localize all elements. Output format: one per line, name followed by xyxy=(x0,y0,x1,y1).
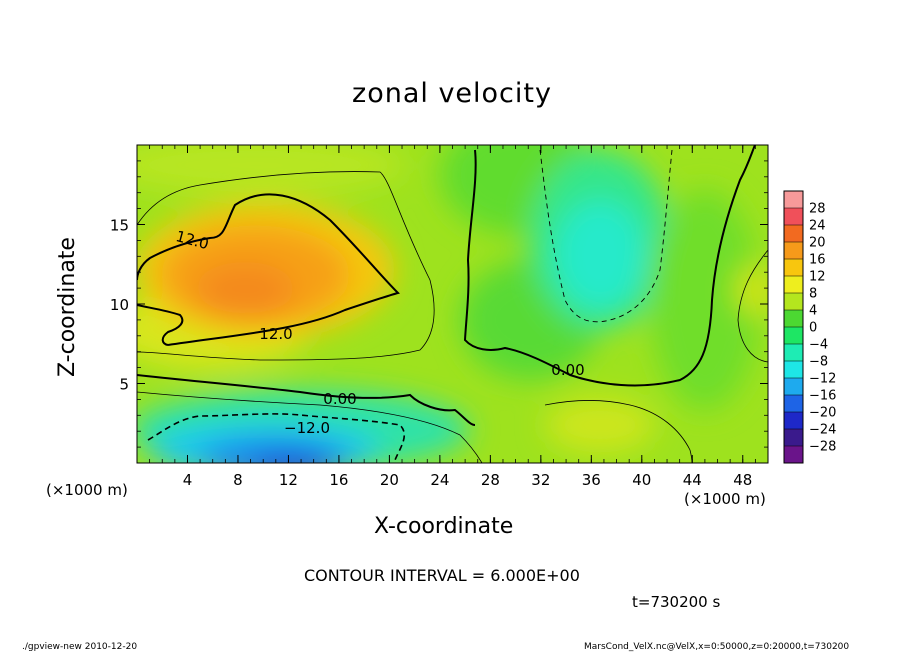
contour-thin-minus6 xyxy=(137,391,483,463)
contour-label: −12.0 xyxy=(284,419,330,437)
x-tick-label: 40 xyxy=(632,471,651,489)
colorbar-swatch xyxy=(784,310,803,328)
contour-thin-right-edge xyxy=(737,249,768,363)
contour-interval-note: CONTOUR INTERVAL = 6.000E+00 xyxy=(304,566,580,585)
field-patch xyxy=(650,190,760,410)
field-patch xyxy=(545,397,655,453)
y-tick-label: 10 xyxy=(110,296,129,314)
colorbar-level-label: 24 xyxy=(809,219,826,234)
field-patch xyxy=(735,265,768,315)
colorbar-swatch xyxy=(784,395,803,413)
colorbar-level-label: −12 xyxy=(809,372,836,387)
colorbar-swatch xyxy=(784,361,803,379)
colorbar-level-label: 16 xyxy=(809,253,826,268)
colorbar-level-label: 28 xyxy=(809,202,826,217)
colorbar: 28 24 20 16 12 8 4 0 −4 −8 −12 −16 −20 −24 −28 xyxy=(783,190,836,464)
colorbar-swatch xyxy=(784,208,803,226)
contour-positive-12 xyxy=(137,193,400,346)
colorbar-swatch xyxy=(784,242,803,260)
contour-label: 0.00 xyxy=(551,361,584,379)
contour-zero xyxy=(137,145,756,426)
contour-labels: 12.012.00.000.00−12.0 xyxy=(174,227,585,437)
colorbar-level-label: 12 xyxy=(809,270,826,285)
x-axis-ticks: 4 8 12 16 20 24 28 32 36 40 44 48 xyxy=(149,145,756,489)
field-patch xyxy=(555,200,645,310)
colorbar-level-label: 20 xyxy=(809,236,826,251)
colorbar-level-label: 8 xyxy=(809,287,817,302)
x-tick-label: 24 xyxy=(430,471,449,489)
y-tick-label: 5 xyxy=(119,376,129,394)
y-axis-ticks: 5 10 15 xyxy=(110,160,768,448)
contour-label: 0.00 xyxy=(323,390,356,408)
x-tick-label: 28 xyxy=(481,471,500,489)
colorbar-level-label: −24 xyxy=(809,423,836,438)
colorbar-level-label: 0 xyxy=(809,321,817,336)
footer-left-text: ./gpview-new 2010-12-20 xyxy=(22,642,138,652)
colorbar-level-label: −20 xyxy=(809,406,836,421)
velocity-field: 12.012.00.000.00−12.0 xyxy=(137,145,768,463)
colorbar-swatch xyxy=(784,259,803,277)
colorbar-level-label: −8 xyxy=(809,355,828,370)
x-unit-label-left: (×1000 m) xyxy=(46,481,128,499)
x-tick-label: 36 xyxy=(582,471,601,489)
colorbar-level-label: −28 xyxy=(809,440,836,455)
colorbar-swatch xyxy=(784,225,803,243)
colorbar-level-label: −4 xyxy=(809,338,828,353)
colorbar-swatch xyxy=(784,412,803,430)
colorbar-level-label: 4 xyxy=(809,304,817,319)
x-tick-label: 20 xyxy=(380,471,399,489)
colorbar-swatch xyxy=(784,344,803,362)
field-patch xyxy=(252,454,328,463)
colorbar-swatch xyxy=(784,276,803,294)
x-tick-label: 12 xyxy=(279,471,298,489)
contour-thin-6-bottom xyxy=(544,400,693,463)
colorbar-swatch xyxy=(784,293,803,311)
x-axis-label: X-coordinate xyxy=(374,514,514,539)
time-stamp: t=730200 s xyxy=(632,593,721,611)
contour-label: 12.0 xyxy=(259,325,292,343)
x-tick-label: 44 xyxy=(683,471,702,489)
contour-thin-6 xyxy=(137,171,435,361)
x-tick-label: 16 xyxy=(329,471,348,489)
colorbar-swatch xyxy=(784,191,803,209)
colorbar-swatch xyxy=(784,327,803,345)
field-patch xyxy=(195,262,295,318)
colorbar-swatch xyxy=(784,378,803,396)
contour-negative-12 xyxy=(147,413,405,461)
chart-title: zonal velocity xyxy=(352,78,552,109)
x-unit-label-right: (×1000 m) xyxy=(684,490,766,508)
x-tick-label: 32 xyxy=(531,471,550,489)
footer-right-text: MarsCond_VelX.nc@VelX,x=0:50000,z=0:2000… xyxy=(584,642,850,652)
colorbar-level-label: −16 xyxy=(809,389,836,404)
contour-thin-minus6-right xyxy=(539,149,673,323)
contour-lines xyxy=(137,145,768,463)
y-tick-label: 15 xyxy=(110,217,129,235)
x-tick-label: 4 xyxy=(183,471,193,489)
x-tick-label: 8 xyxy=(233,471,243,489)
field-patch xyxy=(137,145,405,195)
x-tick-label: 48 xyxy=(733,471,752,489)
colorbar-swatch xyxy=(784,429,803,447)
colorbar-swatch xyxy=(784,446,803,464)
